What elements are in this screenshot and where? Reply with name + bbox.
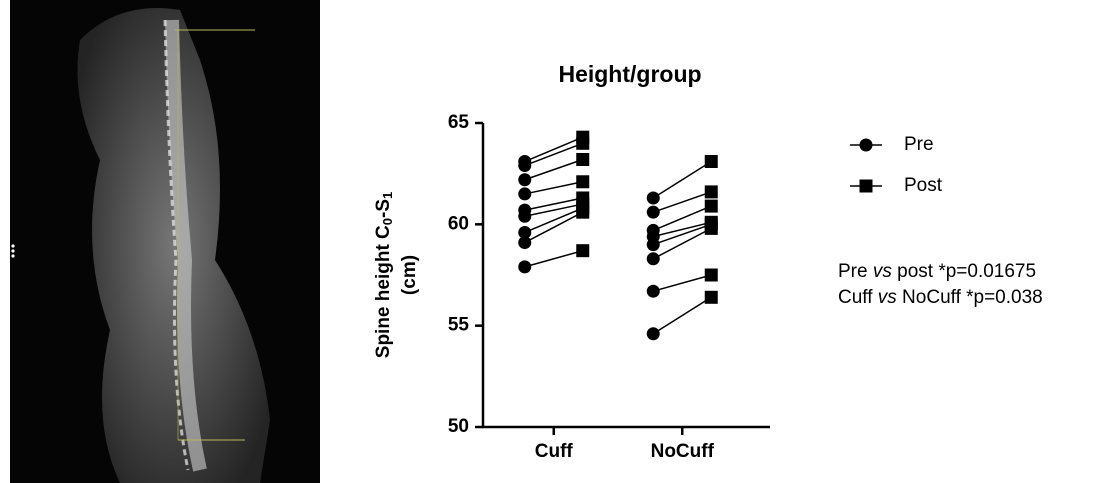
chart-title: Height/group: [558, 61, 701, 87]
pair-line: [525, 198, 583, 210]
subscript: 1: [380, 192, 395, 199]
legend-marker: [860, 139, 873, 152]
annotation-part: Cuff: [838, 287, 878, 308]
y-tick-label: 50: [448, 416, 469, 437]
pair-line: [525, 182, 583, 194]
annotation-part: vs: [873, 261, 893, 282]
mri-image: [10, 0, 320, 483]
x-tick-label: Cuff: [535, 441, 574, 462]
marker-square: [576, 137, 589, 150]
legend-label: Pre: [904, 134, 934, 155]
marker-circle: [647, 206, 660, 219]
legend-marker: [860, 180, 873, 193]
y-tick-label: 60: [448, 213, 469, 234]
marker-circle: [518, 236, 531, 249]
marker-circle: [518, 260, 531, 273]
annotation-part: post *p=0.01675: [892, 261, 1036, 282]
pair-line: [653, 162, 711, 198]
marker-circle: [518, 159, 531, 172]
y-axis-label: Spine height C0-S1: [373, 192, 395, 358]
pair-line: [525, 137, 583, 161]
marker-square: [705, 155, 718, 168]
marker-square: [576, 153, 589, 166]
pair-line: [653, 275, 711, 291]
annotation-part: Pre: [838, 261, 873, 282]
marker-square: [576, 206, 589, 219]
marker-circle: [518, 173, 531, 186]
marker-circle: [647, 238, 660, 251]
pair-line: [525, 251, 583, 267]
figure: Height/group Spine height C0-S1 (cm) Pre…: [0, 0, 1114, 483]
y-axis-label-part: -S: [373, 199, 394, 218]
annotation: Cuff vs NoCuff *p=0.038: [838, 287, 1043, 308]
y-axis-unit: (cm): [399, 255, 420, 295]
annotation-part: NoCuff *p=0.038: [897, 287, 1043, 308]
marker-circle: [647, 191, 660, 204]
y-tick-label: 65: [448, 112, 470, 133]
marker-square: [576, 244, 589, 257]
subscript: 0: [380, 218, 395, 225]
marker-circle: [518, 210, 531, 223]
legend-label: Post: [904, 175, 943, 196]
marker-square: [705, 200, 718, 213]
marker-circle: [518, 187, 531, 200]
marker-square: [705, 269, 718, 282]
annotation-part: vs: [878, 287, 898, 308]
marker-square: [705, 185, 718, 198]
marker-circle: [647, 285, 660, 298]
pair-line: [653, 297, 711, 333]
y-tick-label: 55: [448, 315, 470, 336]
pair-line: [525, 212, 583, 242]
marker-circle: [647, 252, 660, 265]
marker-square: [576, 175, 589, 188]
pair-line: [525, 208, 583, 232]
annotation: Pre vs post *p=0.01675: [838, 261, 1036, 282]
marker-square: [705, 222, 718, 235]
annotations: Pre vs post *p=0.01675 Cuff vs NoCuff *p=…: [838, 261, 1043, 308]
marker-circle: [647, 327, 660, 340]
pair-line: [653, 228, 711, 258]
x-tick-label: NoCuff: [651, 441, 715, 462]
pair-line: [525, 204, 583, 216]
marker-square: [705, 291, 718, 304]
y-axis-label-part: Spine height C: [373, 225, 394, 358]
